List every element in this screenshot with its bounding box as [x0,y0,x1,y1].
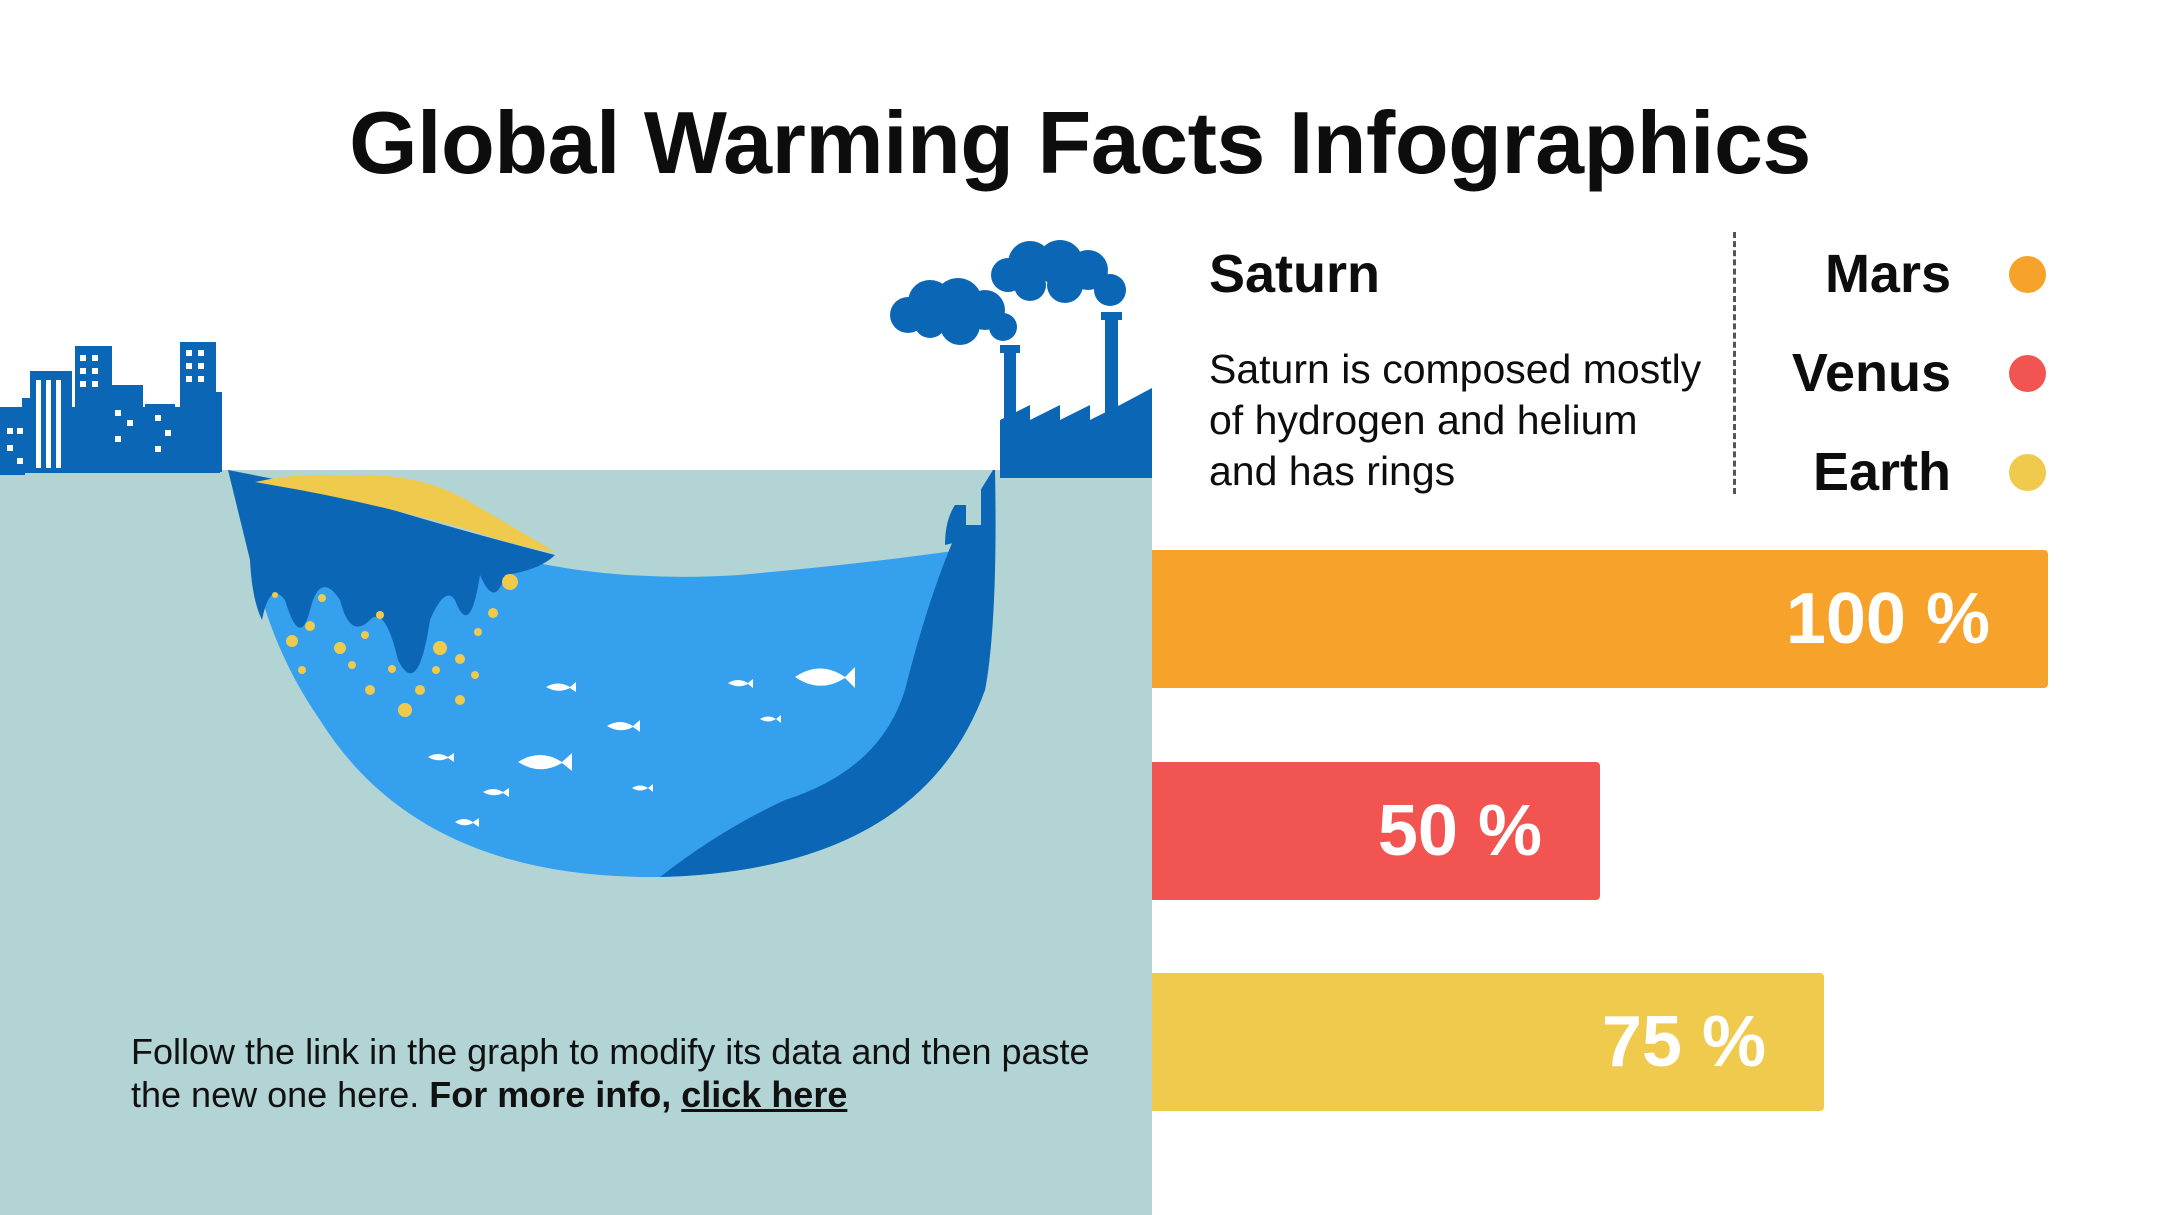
legend-label-venus: Venus [1791,343,1951,403]
bar-mars: 100 % [1152,550,2048,688]
bar-earth: 75 % [1152,973,1824,1111]
bar-venus: 50 % [1152,762,1600,900]
legend-label-mars: Mars [1824,244,1951,304]
factory-icon [1000,312,1152,475]
city-skyline-icon [0,342,222,475]
bar-value-label-venus: 50 % [1377,791,1542,871]
smoke-cloud-icon [890,240,1126,345]
legend-divider [1733,232,1736,494]
click-here-link[interactable]: click here [681,1074,848,1115]
legend-dot-venus [2009,355,2046,392]
page-title: Global Warming Facts Infographics [349,93,1811,192]
info-heading: Saturn [1209,244,1381,304]
note-bold-text: For more info, [429,1074,672,1115]
fish-icon [428,667,855,827]
legend-dot-mars [2009,256,2046,293]
bar-value-label-mars: 100 % [1785,579,1990,659]
note-text: Follow the link in the graph to modify i… [131,1031,1090,1115]
legend-label-earth: Earth [1812,442,1951,502]
melting-glacier-icon [228,470,555,674]
sand-icon [255,474,555,552]
bar-value-label-earth: 75 % [1601,1002,1766,1082]
info-description: Saturn is composed mostly of hydrogen an… [1209,346,1702,494]
legend-dot-earth [2009,454,2046,491]
global-warming-illustration [0,240,1152,878]
instruction-note: Follow the link in the graph to modify i… [131,1030,1131,1116]
